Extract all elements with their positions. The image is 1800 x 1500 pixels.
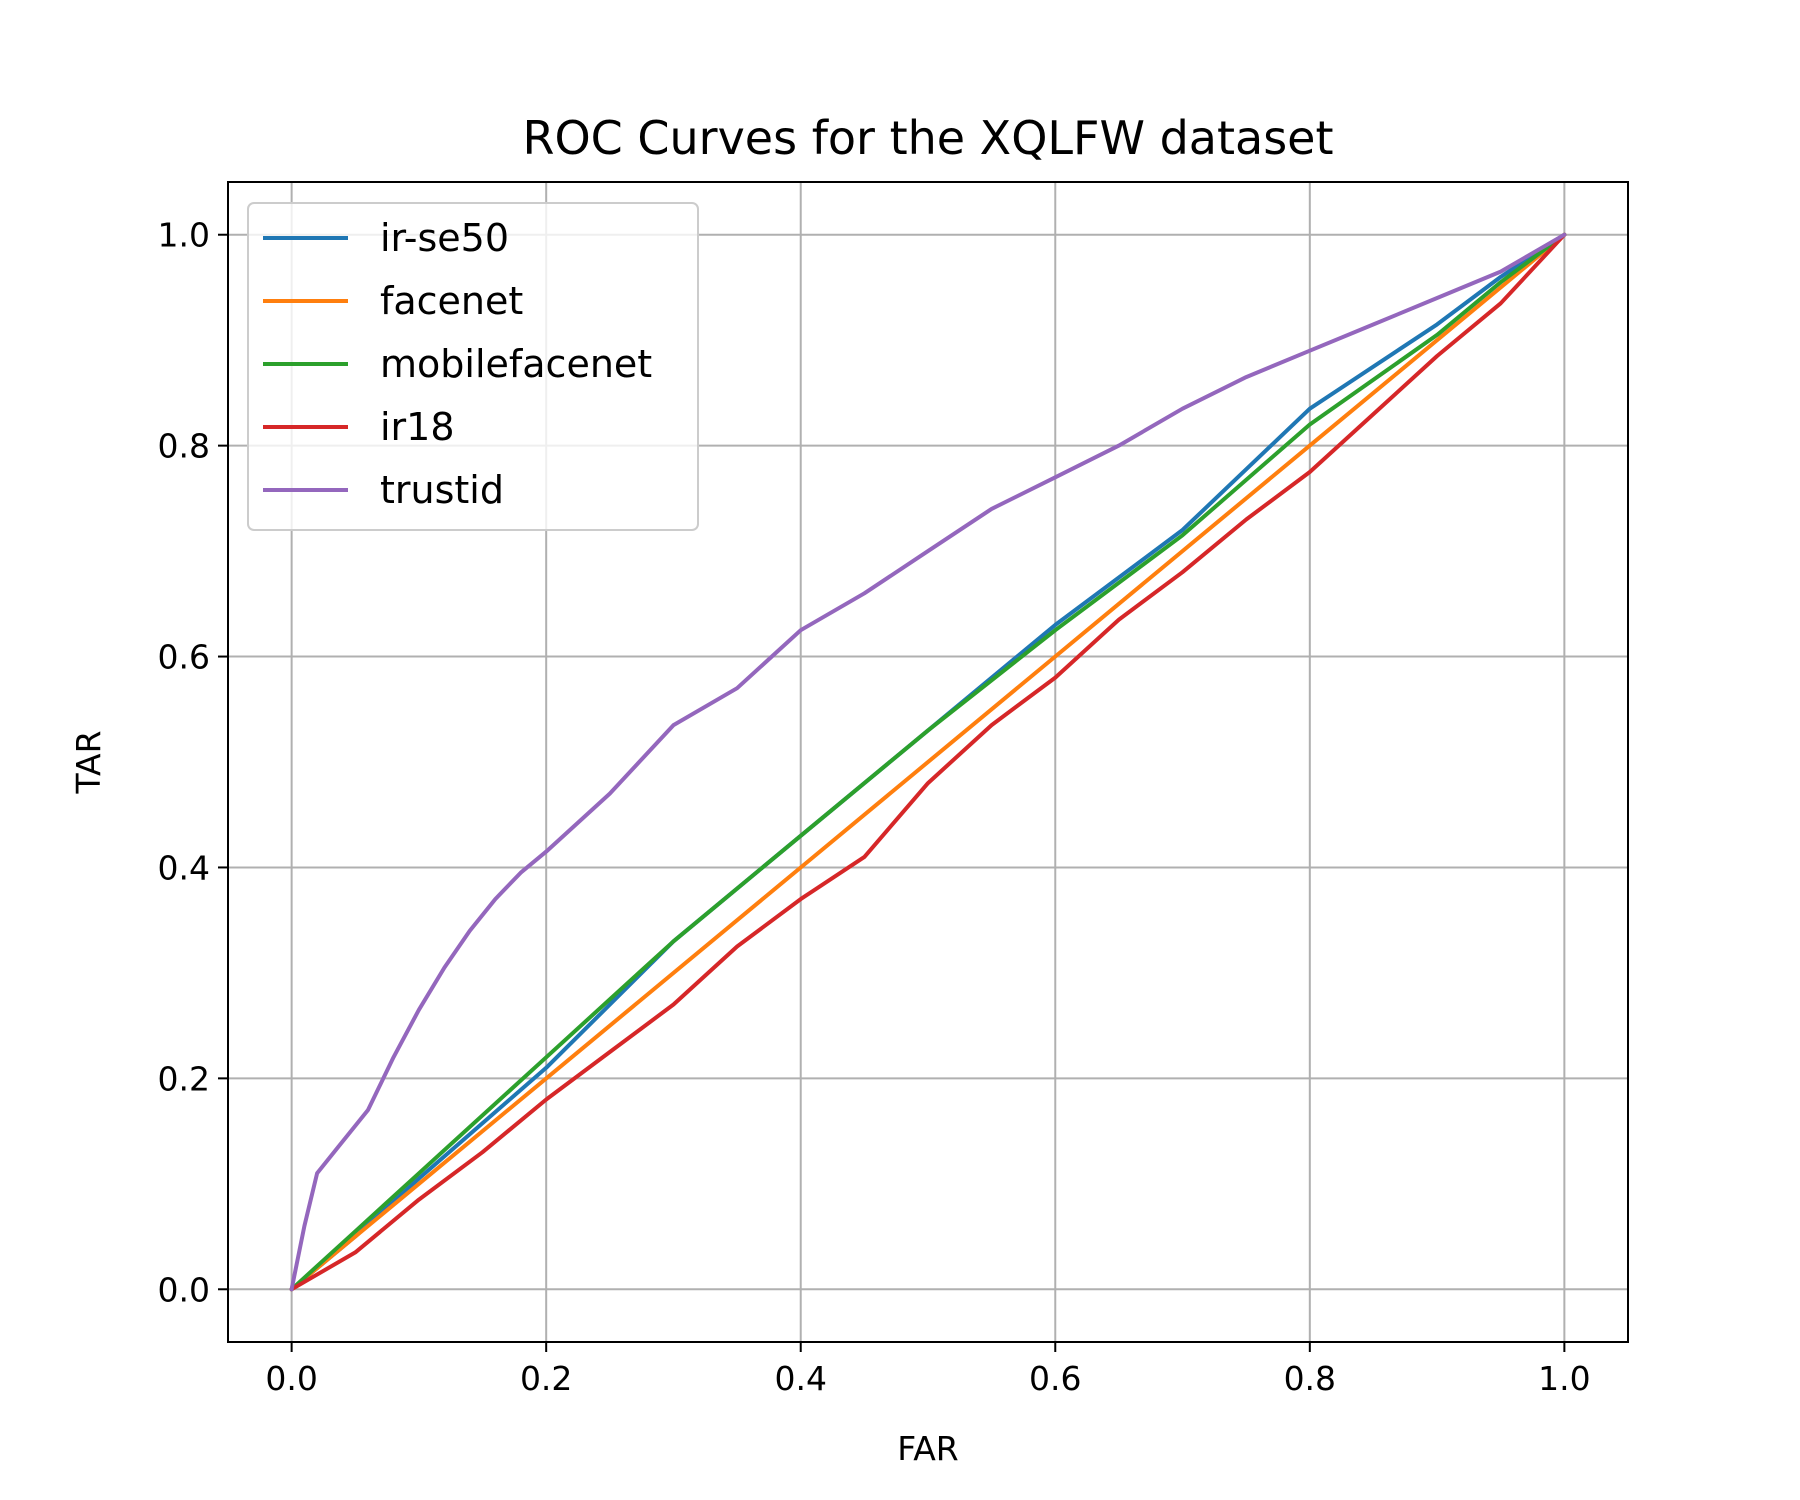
series-line-mobilefacenet xyxy=(289,232,1567,1292)
legend-box xyxy=(247,202,699,531)
series-line-ir18 xyxy=(289,232,1567,1292)
series-lines xyxy=(289,232,1567,1292)
y-tick-label: 0.0 xyxy=(158,1270,210,1309)
y-axis-label: TAR xyxy=(69,730,108,794)
x-tick-label: 1.0 xyxy=(1538,1359,1590,1398)
y-tick-label: 0.6 xyxy=(158,638,210,677)
axis-ticks: 0.0 0.2 0.4 0.6 0.8 1.0 0.0 0.2 0.4 0.6 0.8 1.0 xyxy=(158,216,1591,1398)
x-tick-label: 0.6 xyxy=(1029,1359,1081,1398)
y-tick-label: 0.4 xyxy=(158,848,210,887)
legend-label: facenet xyxy=(380,279,523,323)
legend-label: mobilefacenet xyxy=(380,342,652,386)
legend: ir-se50 facenet mobilefacenet ir18 trustid xyxy=(247,202,699,531)
legend-label: ir-se50 xyxy=(380,216,509,260)
grid-lines xyxy=(228,182,1628,1342)
series-line-facenet xyxy=(289,232,1567,1292)
x-tick-label: 0.8 xyxy=(1284,1359,1336,1398)
chart-title: ROC Curves for the XQLFW dataset xyxy=(522,111,1333,165)
legend-label: ir18 xyxy=(380,405,455,449)
y-tick-label: 1.0 xyxy=(158,216,210,255)
x-tick-label: 0.4 xyxy=(774,1359,826,1398)
y-tick-label: 0.2 xyxy=(158,1059,210,1098)
series-line-trustid xyxy=(289,232,1567,1292)
y-tick-label: 0.8 xyxy=(158,427,210,466)
plot-frame xyxy=(227,181,1629,1343)
legend-label: trustid xyxy=(380,468,504,512)
x-tick-label: 0.2 xyxy=(520,1359,572,1398)
x-axis-label: FAR xyxy=(897,1429,958,1468)
x-tick-label: 0.0 xyxy=(265,1359,317,1398)
